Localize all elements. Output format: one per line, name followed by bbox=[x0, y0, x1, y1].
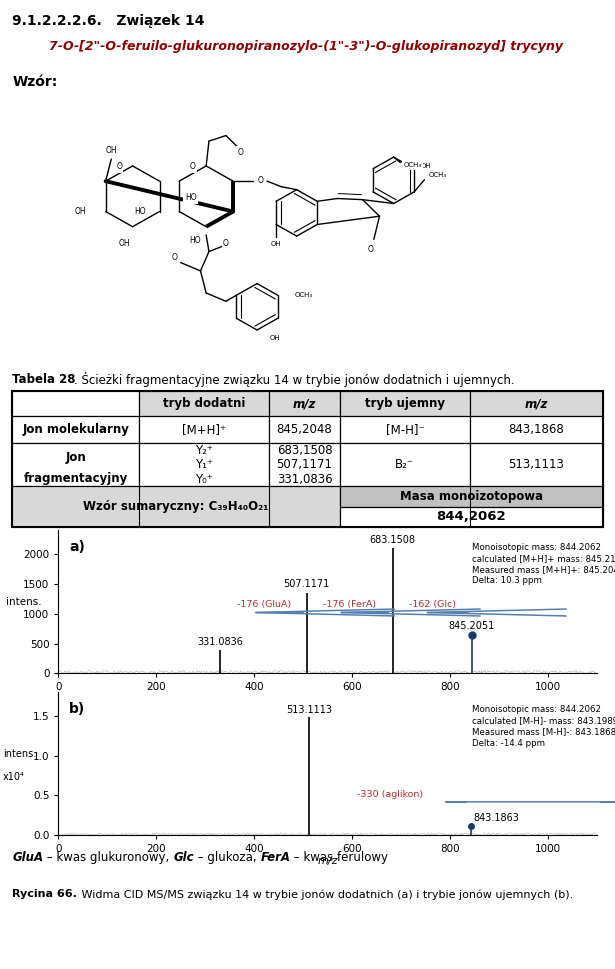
Text: 507.1171: 507.1171 bbox=[284, 579, 330, 589]
Bar bbox=[12, 391, 139, 416]
Text: Wzór sumaryczny: C₃₉H₄₀O₂₁: Wzór sumaryczny: C₃₉H₄₀O₂₁ bbox=[84, 500, 269, 514]
Text: GluA: GluA bbox=[12, 851, 44, 864]
Text: tryb dodatni: tryb dodatni bbox=[163, 397, 245, 410]
Bar bbox=[269, 416, 340, 443]
Text: 7-O-[2"-O-feruilo-glukuronopiranozylo-(1"-3")-O-glukopiranozyd] trycyny: 7-O-[2"-O-feruilo-glukuronopiranozylo-(1… bbox=[49, 40, 563, 52]
Text: Monoisotopic mass: 844.2062
calculated [M-H]- mass: 843.1989
Measured mass [M-H]: Monoisotopic mass: 844.2062 calculated [… bbox=[472, 705, 615, 748]
Text: 331,0836: 331,0836 bbox=[277, 473, 332, 485]
Text: -176 (FerA): -176 (FerA) bbox=[323, 600, 376, 609]
Bar bbox=[340, 391, 470, 416]
Text: OCH₃: OCH₃ bbox=[295, 293, 313, 298]
Text: OH: OH bbox=[269, 334, 280, 341]
Text: O: O bbox=[172, 253, 178, 262]
Text: – kwas glukuronowy,: – kwas glukuronowy, bbox=[44, 851, 173, 864]
Text: 843,1868: 843,1868 bbox=[509, 422, 564, 436]
Text: HO: HO bbox=[134, 207, 145, 216]
Text: 331.0836: 331.0836 bbox=[197, 637, 244, 647]
Text: OCH₃: OCH₃ bbox=[429, 172, 446, 178]
Text: -330 (aglikon): -330 (aglikon) bbox=[357, 790, 423, 798]
Text: O: O bbox=[237, 147, 243, 157]
Bar bbox=[139, 443, 269, 486]
Text: fragmentacyjny: fragmentacyjny bbox=[23, 472, 128, 484]
Text: O: O bbox=[368, 245, 374, 254]
Text: m/z: m/z bbox=[293, 397, 316, 410]
Text: – glukoza,: – glukoza, bbox=[194, 851, 260, 864]
Text: x10⁴: x10⁴ bbox=[3, 772, 25, 782]
Text: [M+H]⁺: [M+H]⁺ bbox=[182, 422, 226, 436]
Text: intens.: intens. bbox=[3, 749, 36, 759]
Text: a): a) bbox=[69, 540, 85, 554]
Text: OCH₃: OCH₃ bbox=[404, 163, 422, 169]
Text: Tabela 28: Tabela 28 bbox=[12, 373, 76, 387]
X-axis label: m/z: m/z bbox=[317, 856, 338, 865]
Text: [M-H]⁻: [M-H]⁻ bbox=[386, 422, 424, 436]
Text: 845,2048: 845,2048 bbox=[277, 422, 333, 436]
Bar bbox=[139, 391, 269, 416]
Text: Y₁⁺: Y₁⁺ bbox=[195, 458, 213, 471]
Text: b): b) bbox=[69, 702, 85, 716]
Text: 843.1863: 843.1863 bbox=[474, 813, 519, 824]
Text: 683.1508: 683.1508 bbox=[370, 535, 416, 545]
Text: OH: OH bbox=[106, 146, 117, 155]
Text: – kwas ferulowy: – kwas ferulowy bbox=[290, 851, 389, 864]
Bar bbox=[12, 443, 139, 486]
Bar bbox=[470, 391, 603, 416]
Text: 9.1.2.2.2.6.   Związek 14: 9.1.2.2.2.6. Związek 14 bbox=[12, 14, 205, 28]
Bar bbox=[139, 416, 269, 443]
Text: Y₂⁺: Y₂⁺ bbox=[195, 444, 213, 456]
Text: tryb ujemny: tryb ujemny bbox=[365, 397, 445, 410]
Bar bbox=[340, 416, 470, 443]
Text: HO: HO bbox=[189, 236, 200, 245]
Text: . Ścieżki fragmentacyjne związku 14 w trybie jonów dodatnich i ujemnych.: . Ścieżki fragmentacyjne związku 14 w tr… bbox=[74, 372, 515, 388]
X-axis label: m/z: m/z bbox=[317, 694, 338, 703]
Text: OH: OH bbox=[271, 241, 282, 247]
Text: Monoisotopic mass: 844.2062
calculated [M+H]+ mass: 845.2134
Measured mass [M+H]: Monoisotopic mass: 844.2062 calculated [… bbox=[472, 544, 615, 585]
Bar bbox=[12, 416, 139, 443]
Text: Glc: Glc bbox=[173, 851, 194, 864]
Text: 507,1171: 507,1171 bbox=[277, 458, 333, 471]
Text: HO: HO bbox=[185, 193, 196, 203]
Text: Y₀⁺: Y₀⁺ bbox=[195, 473, 213, 485]
Bar bbox=[269, 443, 340, 486]
Bar bbox=[470, 416, 603, 443]
Text: B₂⁻: B₂⁻ bbox=[395, 458, 415, 471]
Text: -176 (GluA): -176 (GluA) bbox=[237, 600, 292, 609]
Text: Widma CID MS/MS związku 14 w trybie jonów dodatnich (a) i trybie jonów ujemnych : Widma CID MS/MS związku 14 w trybie jonó… bbox=[79, 890, 574, 899]
Text: Rycina 66.: Rycina 66. bbox=[12, 890, 77, 899]
Text: -162 (Glc): -162 (Glc) bbox=[409, 600, 456, 609]
Bar bbox=[340, 443, 470, 486]
Text: 844,2062: 844,2062 bbox=[437, 511, 506, 523]
Text: Jon molekularny: Jon molekularny bbox=[22, 422, 129, 436]
Text: 845.2051: 845.2051 bbox=[449, 621, 495, 632]
Text: OH: OH bbox=[74, 207, 86, 216]
Text: O: O bbox=[116, 163, 122, 172]
Bar bbox=[12, 486, 340, 527]
Text: m/z: m/z bbox=[525, 397, 548, 410]
Text: 513,1113: 513,1113 bbox=[509, 458, 564, 471]
Text: intens.: intens. bbox=[6, 597, 42, 607]
Text: 683,1508: 683,1508 bbox=[277, 444, 332, 456]
Text: OH: OH bbox=[421, 163, 432, 169]
Text: FerA: FerA bbox=[260, 851, 290, 864]
Text: Jon: Jon bbox=[65, 452, 86, 464]
Text: OH: OH bbox=[118, 238, 130, 248]
Bar bbox=[269, 391, 340, 416]
Text: Wzór:: Wzór: bbox=[12, 76, 58, 89]
Text: Masa monoizotopowa: Masa monoizotopowa bbox=[400, 490, 543, 503]
Text: O: O bbox=[223, 238, 229, 248]
Bar bbox=[470, 443, 603, 486]
Text: 513.1113: 513.1113 bbox=[287, 705, 333, 715]
Text: O: O bbox=[190, 163, 196, 172]
Bar bbox=[340, 486, 603, 507]
Bar bbox=[340, 507, 603, 527]
Text: O: O bbox=[257, 175, 263, 184]
